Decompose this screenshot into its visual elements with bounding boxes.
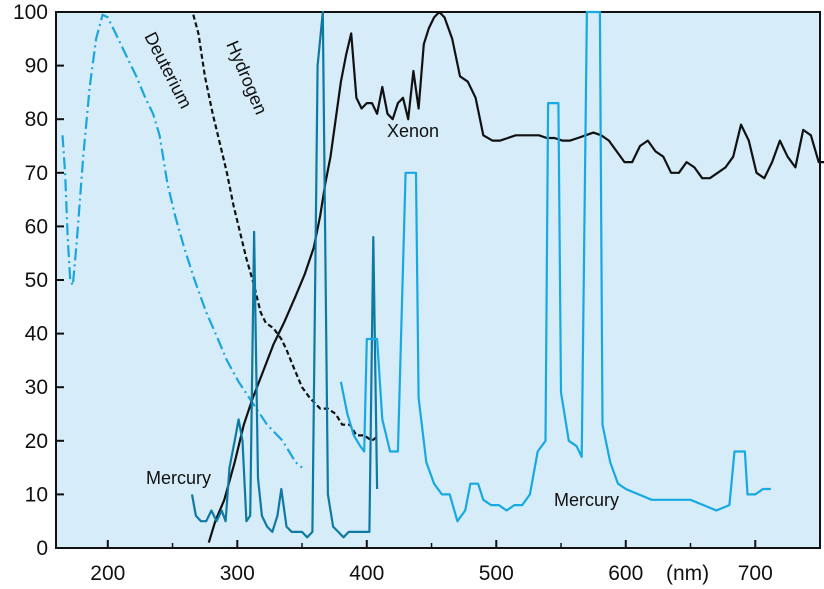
series-label-xenon: Xenon xyxy=(387,121,439,141)
series-line-mercury-3 xyxy=(190,10,379,539)
x-tick-label: 300 xyxy=(220,562,255,585)
axis-layer: 0 10 20 30 40 50 60 70 80 90 100 200 300 400 500 600 700 xyxy=(13,1,821,585)
x-tick-label: 600 xyxy=(608,562,643,585)
series-label-mercury-left: Mercury xyxy=(146,468,211,488)
y-tick-label: 40 xyxy=(25,323,48,346)
x-tick-label: 400 xyxy=(349,562,384,585)
y-tick-label: 20 xyxy=(25,430,48,453)
plot-area xyxy=(55,11,821,549)
y-tick-label: 80 xyxy=(25,108,48,131)
series-line-xenon-2 xyxy=(207,10,824,543)
series-line-mercury-4 xyxy=(339,10,771,523)
series-layer xyxy=(61,10,824,543)
y-tick-label: 50 xyxy=(25,269,48,292)
y-tick-label: 60 xyxy=(25,215,48,238)
y-tick-label: 90 xyxy=(25,55,48,78)
x-tick-label: 500 xyxy=(479,562,514,585)
y-tick-label: 0 xyxy=(36,537,48,560)
series-label-mercury-right: Mercury xyxy=(554,490,619,510)
y-tick-label: 100 xyxy=(13,1,48,24)
x-tick-label: 700 xyxy=(738,562,773,585)
y-tick-label: 10 xyxy=(25,483,48,506)
y-tick-label: 30 xyxy=(25,376,48,399)
series-line-hydrogen-1 xyxy=(192,14,380,442)
x-tick-label: 200 xyxy=(90,562,125,585)
x-axis-unit-label: (nm) xyxy=(666,562,709,585)
y-tick-label: 70 xyxy=(25,162,48,185)
